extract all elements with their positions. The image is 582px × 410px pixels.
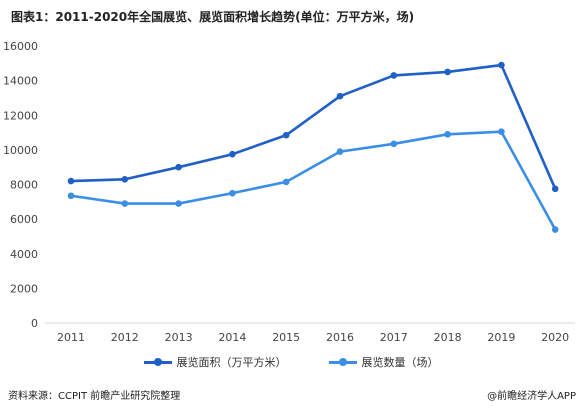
data-point [498, 128, 505, 135]
data-point [498, 61, 505, 69]
x-tick-label: 2015 [272, 331, 300, 344]
x-tick-label: 2014 [218, 331, 246, 344]
legend-label-area: 展览面积（万平方米） [176, 356, 287, 369]
data-point [67, 177, 75, 185]
data-point [121, 200, 129, 207]
y-tick-label: 6000 [10, 213, 38, 226]
legend-swatch-area [143, 356, 172, 368]
x-tick-label: 2013 [165, 331, 193, 344]
data-point [390, 140, 398, 148]
legend: 展览面积（万平方米） 展览数量（场） [0, 354, 582, 370]
y-tick-label: 12000 [3, 109, 38, 122]
series-line-1 [70, 63, 557, 190]
x-tick-label: 2019 [487, 331, 515, 344]
data-point [336, 92, 344, 100]
x-tick-label: 2018 [434, 331, 462, 344]
data-point [175, 200, 182, 207]
legend-item-area: 展览面积（万平方米） [143, 354, 287, 370]
data-point [444, 130, 451, 138]
chart-title: 图表1：2011-2020年全国展览、展览面积增长趋势(单位：万平方米，场) [11, 10, 415, 24]
x-tick-label: 2017 [380, 331, 408, 344]
data-point [444, 68, 451, 76]
y-tick-label: 8000 [10, 179, 38, 192]
data-point [551, 226, 559, 233]
data-point [229, 189, 236, 197]
y-tick-label: 14000 [3, 75, 38, 88]
brand-watermark: @前瞻经济学人APP [487, 391, 576, 402]
source-note: 资料来源：CCPIT 前瞻产业研究院整理 [8, 391, 181, 402]
data-point [67, 192, 75, 200]
y-tick-label: 16000 [3, 40, 38, 53]
series-line-2 [70, 130, 557, 231]
data-point [121, 176, 129, 183]
y-tick-label: 0 [31, 317, 38, 330]
x-tick-label: 2020 [541, 331, 569, 344]
legend-swatch-count [328, 356, 357, 368]
y-tick-label: 2000 [10, 282, 38, 295]
data-point [282, 178, 290, 186]
legend-item-count: 展览数量（场） [328, 354, 439, 370]
x-tick-label: 2012 [111, 331, 139, 344]
y-tick-label: 10000 [3, 144, 38, 157]
y-tick-label: 4000 [10, 248, 38, 261]
x-tick-label: 2016 [326, 331, 354, 344]
data-point [336, 148, 344, 155]
data-point [175, 163, 182, 171]
data-point [390, 72, 398, 79]
legend-label-count: 展览数量（场） [361, 356, 439, 369]
data-point [282, 131, 290, 139]
data-point [551, 185, 559, 193]
x-tick-label: 2011 [57, 331, 85, 344]
data-point [229, 150, 236, 158]
